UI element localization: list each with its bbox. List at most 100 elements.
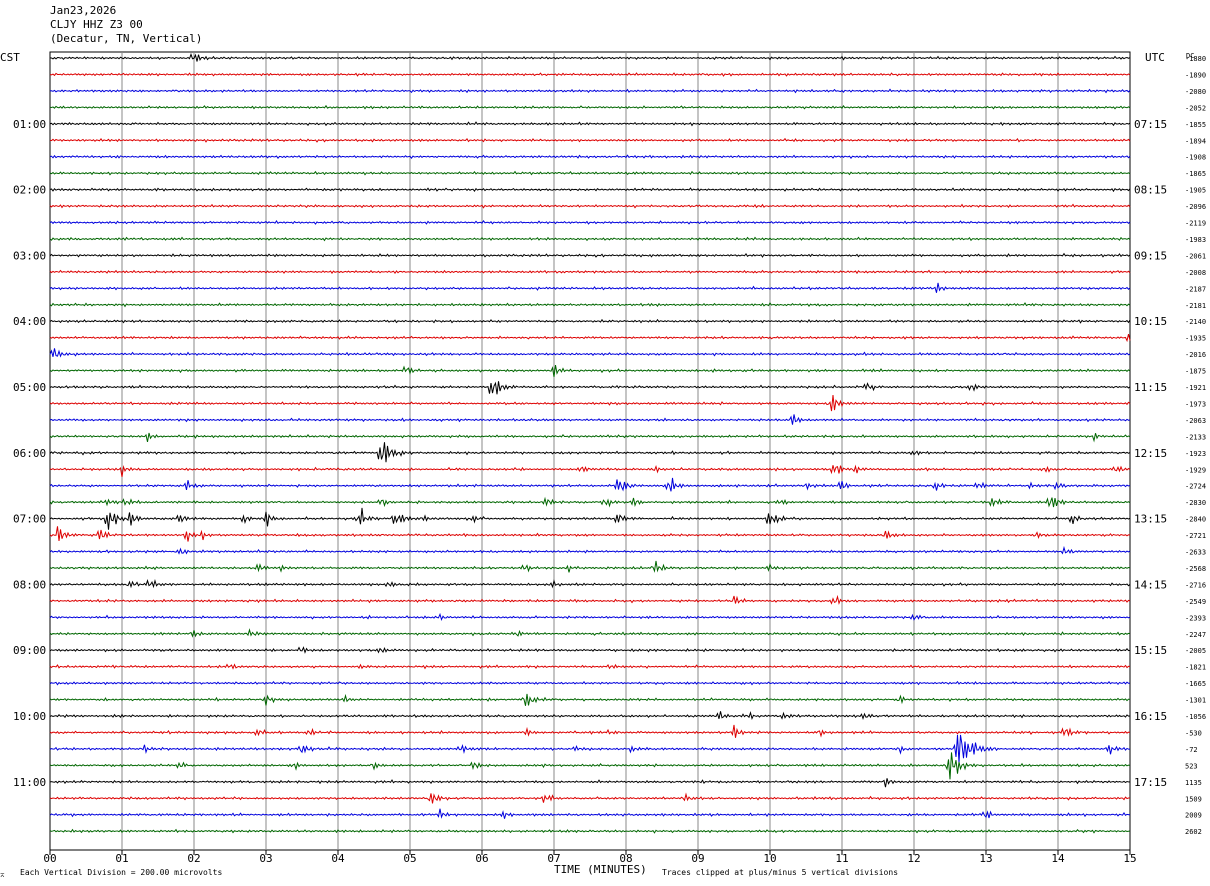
dc-offset-label: -1890 [1185,71,1206,79]
trace-line [49,269,1131,275]
trace-line [49,646,1131,654]
dc-offset-label: -2005 [1185,647,1206,655]
trace-line [49,219,1131,225]
dc-offset-label: -2721 [1185,532,1206,540]
trace-line [49,496,1131,508]
trace-line [49,394,1131,412]
dc-offset-label: -1973 [1185,400,1206,408]
dc-offset-label: -2633 [1185,549,1206,557]
right-hour-label: 16:15 [1134,710,1167,723]
dc-offset-label: -1935 [1185,335,1206,343]
left-hour-label: 07:00 [13,513,46,526]
dc-offset-label: -2187 [1185,285,1206,293]
dc-offset-label: 2009 [1185,812,1202,820]
dc-offset-label: -1929 [1185,466,1206,474]
dc-offset-label: -2247 [1185,631,1206,639]
dc-offset-label: -1821 [1185,664,1206,672]
x-tick-label: 14 [1051,852,1065,865]
trace-line [49,752,1131,780]
dc-offset-label: -2080 [1185,88,1206,96]
location-label: (Decatur, TN, Vertical) [50,32,203,45]
left-hour-label: 06:00 [13,447,46,460]
dc-offset-label: -2568 [1185,565,1206,573]
dc-offset-label: -1921 [1185,384,1206,392]
trace-line [49,724,1131,738]
x-tick-label: 06 [475,852,488,865]
left-hour-label: 04:00 [13,315,46,328]
trace-line [49,594,1131,605]
right-hour-label: 13:15 [1134,513,1167,526]
trace-line [49,828,1131,834]
left-hour-label: 05:00 [13,381,46,394]
left-hour-label: 03:00 [13,249,46,262]
left-hour-label: 09:00 [13,644,46,657]
trace-line [49,52,1131,62]
dc-offset-label: -1665 [1185,680,1206,688]
trace-line [49,333,1131,343]
dc-offset-label: -1905 [1185,187,1206,195]
trace-line [49,154,1131,160]
x-tick-label: 03 [259,852,272,865]
dc-offset-label: -2052 [1185,104,1206,112]
trace-line [49,104,1131,110]
trace-line [49,282,1131,293]
trace-line [49,236,1131,242]
dc-offset-label: -1983 [1185,236,1206,244]
dc-label: DC [1186,52,1194,60]
right-hour-label: 11:15 [1134,381,1167,394]
dc-offset-label: -1056 [1185,713,1206,721]
axis-labels: 00 01 02 03 04 05 06 07 08 09 10 11 12 13 14 15 -1880 -18… [13,55,1206,865]
dc-offset-label: -2061 [1185,252,1206,260]
dc-offset-label: -1894 [1185,137,1206,145]
trace-line [49,778,1131,788]
x-tick-label: 05 [403,852,416,865]
trace-line [49,792,1131,804]
x-tick-label: 07 [547,852,560,865]
x-tick-label: 09 [691,852,704,865]
trace-line [49,612,1131,622]
dc-offset-label: -2840 [1185,516,1206,524]
dc-offset-label: -2119 [1185,220,1206,228]
dc-offset-label: -1301 [1185,697,1206,705]
trace-line [49,628,1131,638]
trace-line [49,432,1131,443]
left-hour-label: 10:00 [13,710,46,723]
trace-line [49,663,1131,670]
right-hour-label: 07:15 [1134,118,1167,131]
dc-offset-label: -2181 [1185,302,1206,310]
trace-line [49,442,1131,463]
trace-line [49,121,1131,127]
trace-line [49,477,1131,492]
x-tick-label: 11 [835,852,848,865]
trace-line [49,464,1131,477]
trace-line [49,348,1131,358]
scale-note: Each Vertical Division = 200.00 microvol… [20,868,222,877]
trace-line [49,578,1131,589]
dc-offset-label: 1135 [1185,779,1202,787]
trace-line [49,526,1131,542]
left-hour-label: 02:00 [13,184,46,197]
dc-offset-label: -2830 [1185,499,1206,507]
trace-line [49,318,1131,324]
x-tick-label: 00 [43,852,56,865]
station-mark: ⌅ [0,870,5,879]
dc-offset-label: -2716 [1185,581,1206,589]
x-tick-label: 02 [187,852,200,865]
dc-offset-label: -2393 [1185,614,1206,622]
trace-line [49,187,1131,193]
dc-offset-label: -2133 [1185,433,1206,441]
dc-offset-label: 2602 [1185,828,1202,836]
left-hour-label: 11:00 [13,776,46,789]
trace-line [49,711,1131,721]
right-hour-label: 15:15 [1134,644,1167,657]
station-label: CLJY HHZ Z3 00 [50,18,143,31]
dc-offset-label: -1923 [1185,450,1206,458]
dc-offset-label: -1908 [1185,154,1206,162]
grid [49,51,1131,855]
trace-line [49,507,1131,530]
right-timezone-label: UTC [1145,51,1165,64]
left-timezone-label: CST [0,51,20,64]
trace-line [49,252,1131,258]
x-tick-label: 12 [907,852,920,865]
